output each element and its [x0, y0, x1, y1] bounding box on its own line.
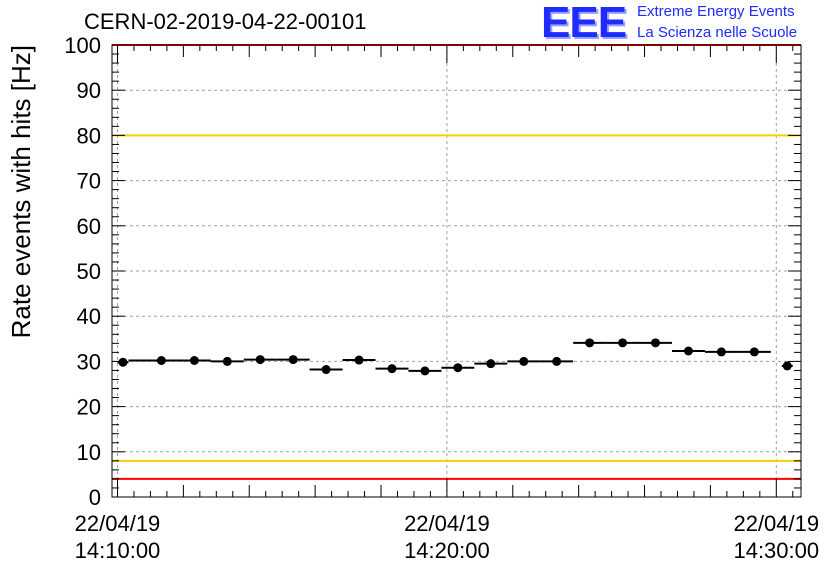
- data-point: [222, 356, 232, 366]
- y-tick-label: 60: [77, 214, 101, 239]
- logo-text-line1: Extreme Energy Events: [637, 3, 795, 20]
- y-tick-label: 90: [77, 78, 101, 103]
- data-point: [420, 366, 430, 376]
- data-point: [321, 365, 331, 375]
- y-tick-label: 10: [77, 440, 101, 465]
- eee-logo: EEE: [541, 0, 627, 47]
- y-tick-label: 80: [77, 123, 101, 148]
- data-point: [782, 361, 792, 371]
- data-point: [716, 347, 726, 357]
- data-point: [519, 356, 529, 366]
- y-tick-label: 0: [89, 485, 101, 510]
- y-tick-label: 30: [77, 349, 101, 374]
- logo-text-line2: La Scienza nelle Scuole: [637, 24, 798, 41]
- y-tick-label: 50: [77, 259, 101, 284]
- run-title: CERN-02-2019-04-22-00101: [84, 9, 367, 34]
- y-tick-label: 20: [77, 395, 101, 420]
- data-point: [585, 338, 595, 348]
- x-tick-label-time: 14:30:00: [733, 538, 819, 563]
- data-point: [156, 355, 166, 365]
- data-point: [255, 355, 265, 365]
- data-point: [354, 355, 364, 365]
- data-point: [118, 357, 128, 367]
- data-point: [189, 355, 199, 365]
- y-axis-title: Rate events with hits [Hz]: [6, 45, 36, 338]
- data-point: [552, 356, 562, 366]
- y-tick-label: 100: [64, 33, 101, 58]
- x-tick-label-date: 22/04/19: [75, 511, 161, 536]
- data-point: [651, 338, 661, 348]
- y-tick-label: 70: [77, 169, 101, 194]
- data-point: [387, 364, 397, 374]
- data-point: [749, 347, 759, 357]
- data-point: [618, 338, 628, 348]
- data-point: [288, 355, 298, 365]
- data-point: [453, 363, 463, 373]
- x-tick-label-date: 22/04/19: [733, 511, 819, 536]
- x-tick-label-date: 22/04/19: [404, 511, 490, 536]
- y-tick-label: 40: [77, 304, 101, 329]
- data-point: [486, 359, 496, 369]
- x-tick-label-time: 14:20:00: [404, 538, 490, 563]
- data-point: [683, 346, 693, 356]
- x-tick-label-time: 14:10:00: [75, 538, 161, 563]
